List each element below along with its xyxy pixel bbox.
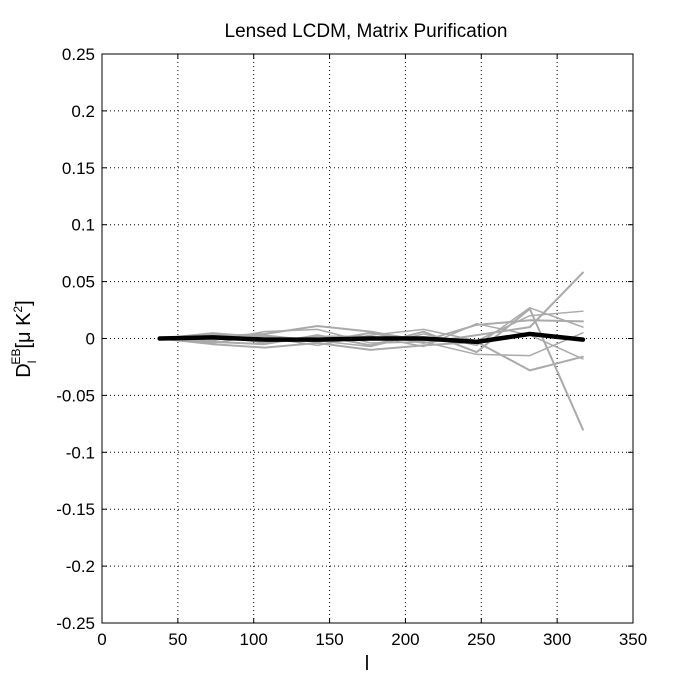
x-tick-label: 250 xyxy=(467,630,495,649)
y-label-main: D xyxy=(13,363,35,377)
y-label-sub: l xyxy=(25,361,39,364)
realization-series-line-5 xyxy=(158,310,584,347)
y-tick-label: 0.05 xyxy=(62,273,95,292)
y-axis-label: DlEB[μ K2] xyxy=(9,300,39,377)
x-tick-label: 350 xyxy=(619,630,647,649)
tick-labels: 0 50 100 150 200 250 300 350 0.25 0.2 0.15 0.1 0.05 0… xyxy=(56,45,647,649)
chart-title: Lensed LCDM, Matrix Purification xyxy=(225,21,508,42)
x-axis-label: l xyxy=(365,653,369,675)
series-layer xyxy=(157,271,586,431)
y-tick-label: -0.05 xyxy=(56,386,95,405)
y-tick-label: -0.25 xyxy=(56,614,95,633)
mean-series-line xyxy=(157,331,586,345)
y-label-unit: μ K xyxy=(13,312,35,343)
y-tick-label: 0 xyxy=(86,330,95,349)
realization-series-line-3 xyxy=(158,319,584,342)
y-tick-label: -0.15 xyxy=(56,500,95,519)
y-tick-label: 0.15 xyxy=(62,159,95,178)
x-tick-label: 200 xyxy=(391,630,419,649)
x-tick-label: 50 xyxy=(168,630,187,649)
axis-ticks xyxy=(101,53,634,624)
y-label-unit-open: [ xyxy=(13,343,35,349)
y-tick-label: -0.1 xyxy=(66,443,95,462)
y-tick-label: -0.2 xyxy=(66,557,95,576)
y-tick-label: 0.1 xyxy=(71,216,95,235)
x-tick-label: 0 xyxy=(97,630,106,649)
x-tick-label: 300 xyxy=(543,630,571,649)
x-tick-label: 100 xyxy=(240,630,268,649)
y-label-unit-sup: 2 xyxy=(11,306,25,313)
y-tick-label: 0.2 xyxy=(71,102,95,121)
y-tick-label: 0.25 xyxy=(62,45,95,64)
y-label-sup: EB xyxy=(9,349,23,365)
x-tick-label: 150 xyxy=(315,630,343,649)
realization-series-line-8 xyxy=(158,307,584,348)
realization-series-line-4 xyxy=(158,337,584,372)
svg-text:DlEB[μ K2]: DlEB[μ K2] xyxy=(9,300,39,377)
y-label-unit-close: ] xyxy=(13,300,35,306)
